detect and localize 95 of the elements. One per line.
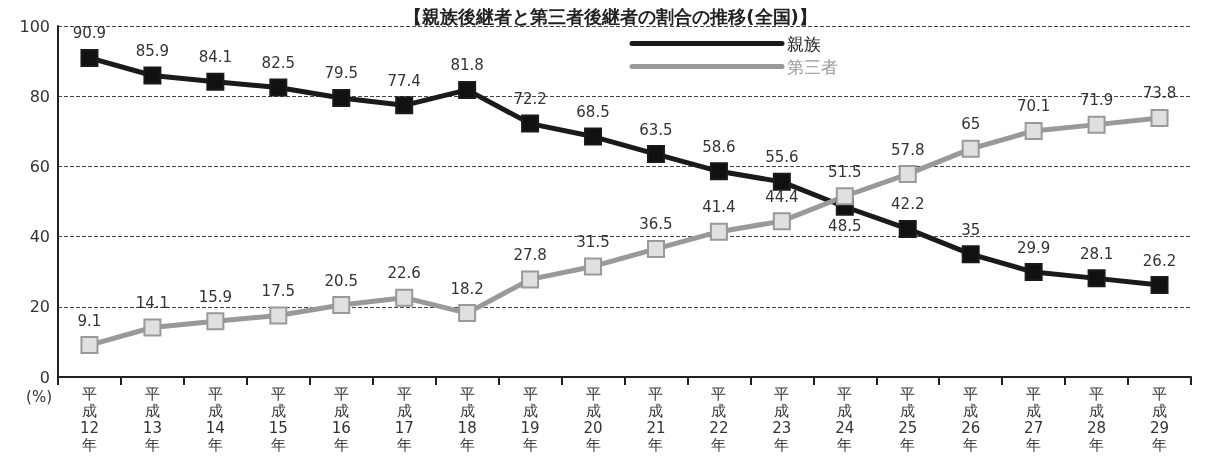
data-label: 77.4 (387, 71, 421, 90)
point (1087, 115, 1106, 134)
point (772, 172, 791, 191)
data-label: 58.6 (702, 137, 736, 156)
point (1024, 121, 1043, 140)
data-label: 15.9 (198, 287, 233, 306)
data-label: 57.8 (891, 140, 925, 159)
x-tick-label: 平成25年 (898, 384, 918, 454)
data-label: 81.8 (450, 56, 484, 75)
point (646, 145, 665, 164)
data-label: 90.9 (72, 24, 107, 43)
point (332, 88, 351, 107)
data-label: 63.5 (639, 120, 673, 139)
x-tick-label: 平成18年 (457, 384, 477, 454)
data-label: 44.4 (765, 187, 799, 206)
data-label: 17.5 (261, 282, 296, 301)
point (898, 165, 917, 184)
data-label: 31.5 (576, 232, 610, 251)
x-tick-label: 平成29年 (1149, 384, 1170, 454)
x-tick-label: 平成17年 (394, 384, 414, 454)
x-tick-label: 平成14年 (205, 384, 225, 454)
point (332, 296, 351, 315)
y-tick-label: 60 (29, 156, 50, 176)
point (584, 257, 603, 276)
data-label: 18.2 (450, 279, 484, 298)
x-tick-label: 平成23年 (772, 384, 792, 454)
data-label: 68.5 (576, 103, 610, 122)
x-tick-label: 平成27年 (1024, 384, 1044, 454)
point (80, 48, 99, 67)
x-tick-label: 平成21年 (646, 384, 666, 454)
point (458, 80, 477, 99)
point (1150, 108, 1169, 127)
data-label: 36.5 (639, 215, 673, 234)
point (1150, 276, 1169, 295)
data-label: 48.5 (828, 217, 862, 236)
x-tick-label: 平成13年 (142, 384, 162, 454)
x-tick-label: 平成12年 (79, 384, 100, 454)
x-tick-label: 平成20年 (583, 384, 603, 454)
data-label: 55.6 (765, 148, 799, 167)
x-tick-label: 平成28年 (1087, 384, 1107, 454)
point (206, 312, 225, 331)
point (961, 245, 980, 264)
data-label: 42.2 (891, 195, 925, 214)
data-label: 28.1 (1079, 244, 1114, 263)
x-tick-label: 平成16年 (331, 384, 351, 454)
data-label: 9.1 (77, 311, 102, 330)
point (521, 270, 540, 289)
point (143, 318, 162, 337)
point (584, 127, 603, 146)
data-label: 41.4 (702, 198, 736, 217)
y-tick-label: 0 (39, 367, 50, 387)
data-label: 71.9 (1079, 91, 1114, 110)
point (835, 187, 854, 206)
text: 親族 (787, 33, 821, 54)
point (898, 219, 917, 238)
point (206, 72, 225, 91)
x-tick-label: 平成22年 (709, 384, 729, 454)
data-label: 20.5 (324, 271, 358, 290)
y-tick-label: 40 (29, 227, 50, 247)
point (395, 96, 414, 115)
point (80, 336, 99, 355)
data-label: 26.2 (1142, 251, 1177, 270)
point (1087, 269, 1106, 288)
x-tick-label: 平成24年 (835, 384, 855, 454)
point (709, 222, 728, 241)
x-tick-label: 平成15年 (268, 384, 288, 454)
y-tick-label: 20 (29, 297, 50, 317)
y-tick-label: 100 (19, 16, 50, 36)
x-tick-label: 平成19年 (520, 384, 540, 454)
data-label: 22.6 (387, 264, 421, 283)
point (521, 114, 540, 133)
data-label: 51.5 (828, 162, 862, 181)
point (269, 306, 288, 325)
point (1024, 263, 1043, 282)
y-tick-label: 80 (29, 86, 50, 106)
data-label: 82.5 (261, 53, 296, 72)
data-label: 84.1 (198, 48, 233, 67)
data-label: 85.9 (135, 41, 170, 60)
y-axis-title: (%) (26, 387, 52, 406)
point (395, 288, 414, 307)
point (646, 239, 665, 258)
data-label: 27.8 (513, 245, 547, 264)
point (458, 304, 477, 323)
point (709, 162, 728, 181)
data-label: 35 (961, 220, 981, 239)
point (143, 66, 162, 85)
data-label: 70.1 (1016, 97, 1051, 116)
point (961, 139, 980, 158)
point (269, 78, 288, 97)
point (772, 212, 791, 231)
data-label: 79.5 (324, 64, 358, 83)
data-label: 29.9 (1016, 238, 1051, 257)
text: 第三者 (787, 56, 838, 77)
data-label: 65 (961, 115, 981, 134)
x-tick-label: 平成26年 (961, 384, 981, 454)
